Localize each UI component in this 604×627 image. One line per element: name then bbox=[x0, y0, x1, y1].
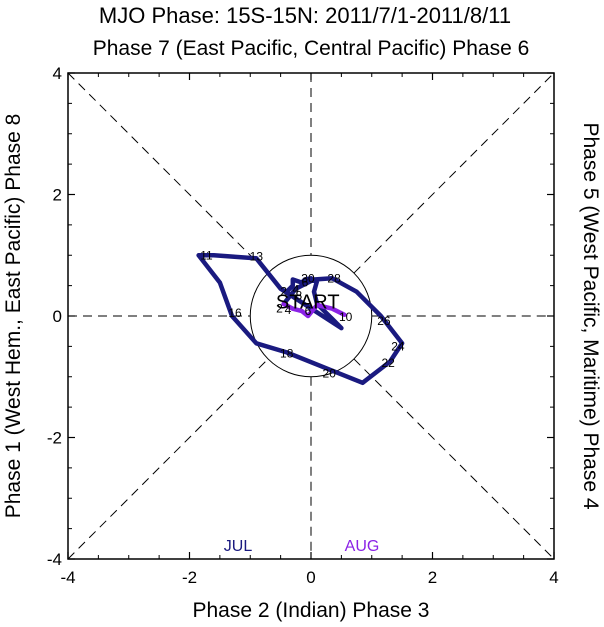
day-label: 4 bbox=[292, 282, 299, 296]
day-label: 24 bbox=[391, 339, 405, 353]
day-label: 8 bbox=[296, 288, 303, 302]
phase-divider-diagonal bbox=[353, 72, 555, 274]
x-tick-label: 0 bbox=[306, 568, 315, 587]
day-label: 6 bbox=[305, 304, 312, 318]
day-label: 16 bbox=[228, 306, 242, 320]
day-label: 6 bbox=[302, 276, 309, 290]
phase-divider-diagonal bbox=[67, 72, 269, 274]
series-layer bbox=[196, 253, 405, 386]
top-phase-label: Phase 7 (East Pacific, Central Pacific) … bbox=[93, 37, 530, 60]
day-label: 28 bbox=[327, 271, 341, 285]
left-phase-label: Phase 1 (West Hem., East Pacific) Phase … bbox=[2, 114, 25, 519]
x-tick-label: 2 bbox=[428, 568, 437, 587]
x-tick-label: -2 bbox=[182, 568, 197, 587]
day-label: 2 bbox=[280, 285, 287, 299]
series-line-jul bbox=[196, 253, 405, 386]
legend-aug: AUG bbox=[345, 538, 380, 555]
x-tick-label: 4 bbox=[549, 568, 558, 587]
phase-divider-diagonal bbox=[67, 358, 269, 560]
bottom-phase-label: Phase 2 (Indian) Phase 3 bbox=[193, 599, 430, 622]
day-label: 18 bbox=[280, 347, 294, 361]
start-label: START bbox=[276, 292, 340, 314]
y-tick-label: -2 bbox=[47, 429, 62, 448]
day-label: 10 bbox=[339, 310, 353, 324]
phase-guides bbox=[67, 72, 555, 560]
day-label: 26 bbox=[377, 314, 391, 328]
day-label: 30 bbox=[301, 271, 315, 285]
chart-title: MJO Phase: 15S-15N: 2011/7/1-2011/8/11 bbox=[99, 3, 511, 28]
day-label: 4 bbox=[285, 303, 292, 317]
day-label: 22 bbox=[381, 356, 395, 370]
day-label: 20 bbox=[323, 367, 337, 381]
right-phase-label: Phase 5 (West Pacific, Maritime) Phase 4 bbox=[579, 122, 602, 509]
y-tick-label: 4 bbox=[53, 64, 62, 83]
phase-divider-diagonal bbox=[353, 358, 555, 560]
day-label: 13 bbox=[250, 249, 264, 263]
series-line-aug bbox=[281, 301, 347, 319]
y-tick-label: 0 bbox=[53, 307, 62, 326]
legend-jul: JUL bbox=[224, 538, 253, 555]
y-tick-label: -4 bbox=[47, 550, 62, 569]
y-tick-label: 2 bbox=[53, 186, 62, 205]
x-tick-label: -4 bbox=[60, 568, 75, 587]
day-label: 11 bbox=[200, 248, 213, 262]
day-label: 2 bbox=[276, 302, 283, 316]
unit-circle bbox=[249, 254, 373, 378]
